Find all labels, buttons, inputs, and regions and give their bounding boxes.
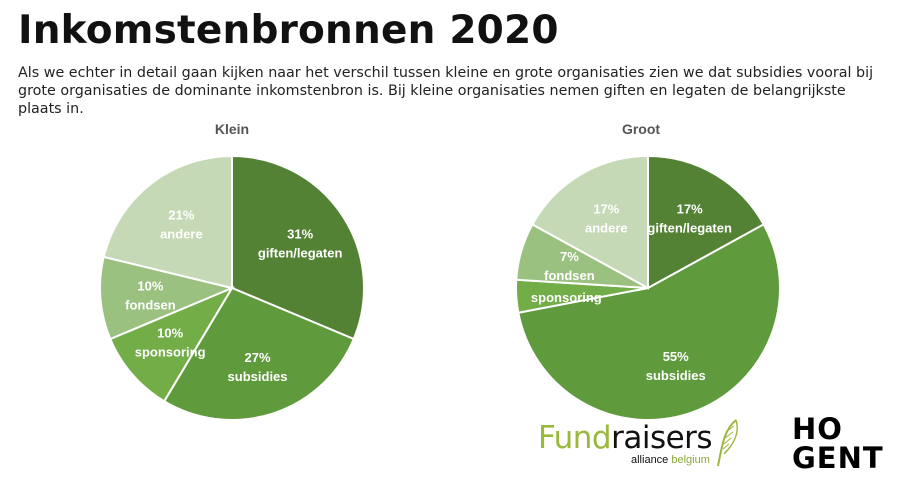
chart-title-groot: Groot [621,121,661,137]
fundraisers-subtitle: alliance belgium [631,454,710,466]
hogent-logo: HO GENT [792,415,892,473]
pie-label-klein-fondsen: fondsen [125,297,176,312]
hogent-line1: HO [792,412,843,446]
fundraisers-word-a: Fund [538,420,612,456]
hogent-line2: GENT [792,441,884,475]
pie-value-groot-andere: 17% [593,202,619,217]
pie-label-klein-andere: andere [160,227,203,242]
pie-label-klein-subsidies: subsidies [228,369,288,384]
feather-icon [717,419,738,467]
page-title: Inkomstenbronnen 2020 [18,8,559,53]
fundraisers-wordmark: Fundraisers [538,418,713,458]
pie-slice-klein-giften-legaten [231,154,365,341]
pie-value-groot-fondsen: 7% [560,249,579,264]
fundraisers-logo: Fundraisers alliance belgium [538,418,748,476]
pie-value-groot-giften-legaten: 17% [677,202,703,217]
pie-label-groot-giften-legaten: giften/legaten [647,221,732,236]
pie-label-groot-sponsoring: sponsoring [531,290,602,305]
pie-slice-groot-andere [530,154,649,290]
pie-value-klein-subsidies: 27% [245,350,271,365]
pie-slice-klein-fondsen [99,255,236,341]
intro-text: Als we echter in detail gaan kijken naar… [18,65,874,117]
chart-title-klein: Klein [214,121,250,137]
pie-label-groot-andere: andere [585,221,628,236]
pie-value-klein-andere: 21% [168,208,194,223]
pie-slice-klein-subsidies [162,286,356,421]
fundraisers-sub-a: alliance [631,454,669,466]
pie-slice-groot-subsidies [517,223,781,421]
fundraisers-sub-b: belgium [671,454,710,466]
pie-label-klein-sponsoring: sponsoring [135,345,206,360]
pie-label-klein-giften-legaten: giften/legaten [258,246,343,261]
pie-value-groot-subsidies: 55% [663,349,689,364]
pie-value-klein-fondsen: 10% [137,278,163,293]
pie-slice-klein-sponsoring [108,285,235,403]
pie-slice-groot-giften-legaten [647,154,766,290]
pie-slice-klein-andere [102,154,233,290]
pie-label-groot-subsidies: subsidies [646,368,706,383]
pie-value-klein-sponsoring: 10% [157,326,183,341]
pie-label-groot-fondsen: fondsen [544,268,595,283]
fundraisers-word-b: raisers [611,420,713,456]
pie-value-klein-giften-legaten: 31% [287,227,313,242]
